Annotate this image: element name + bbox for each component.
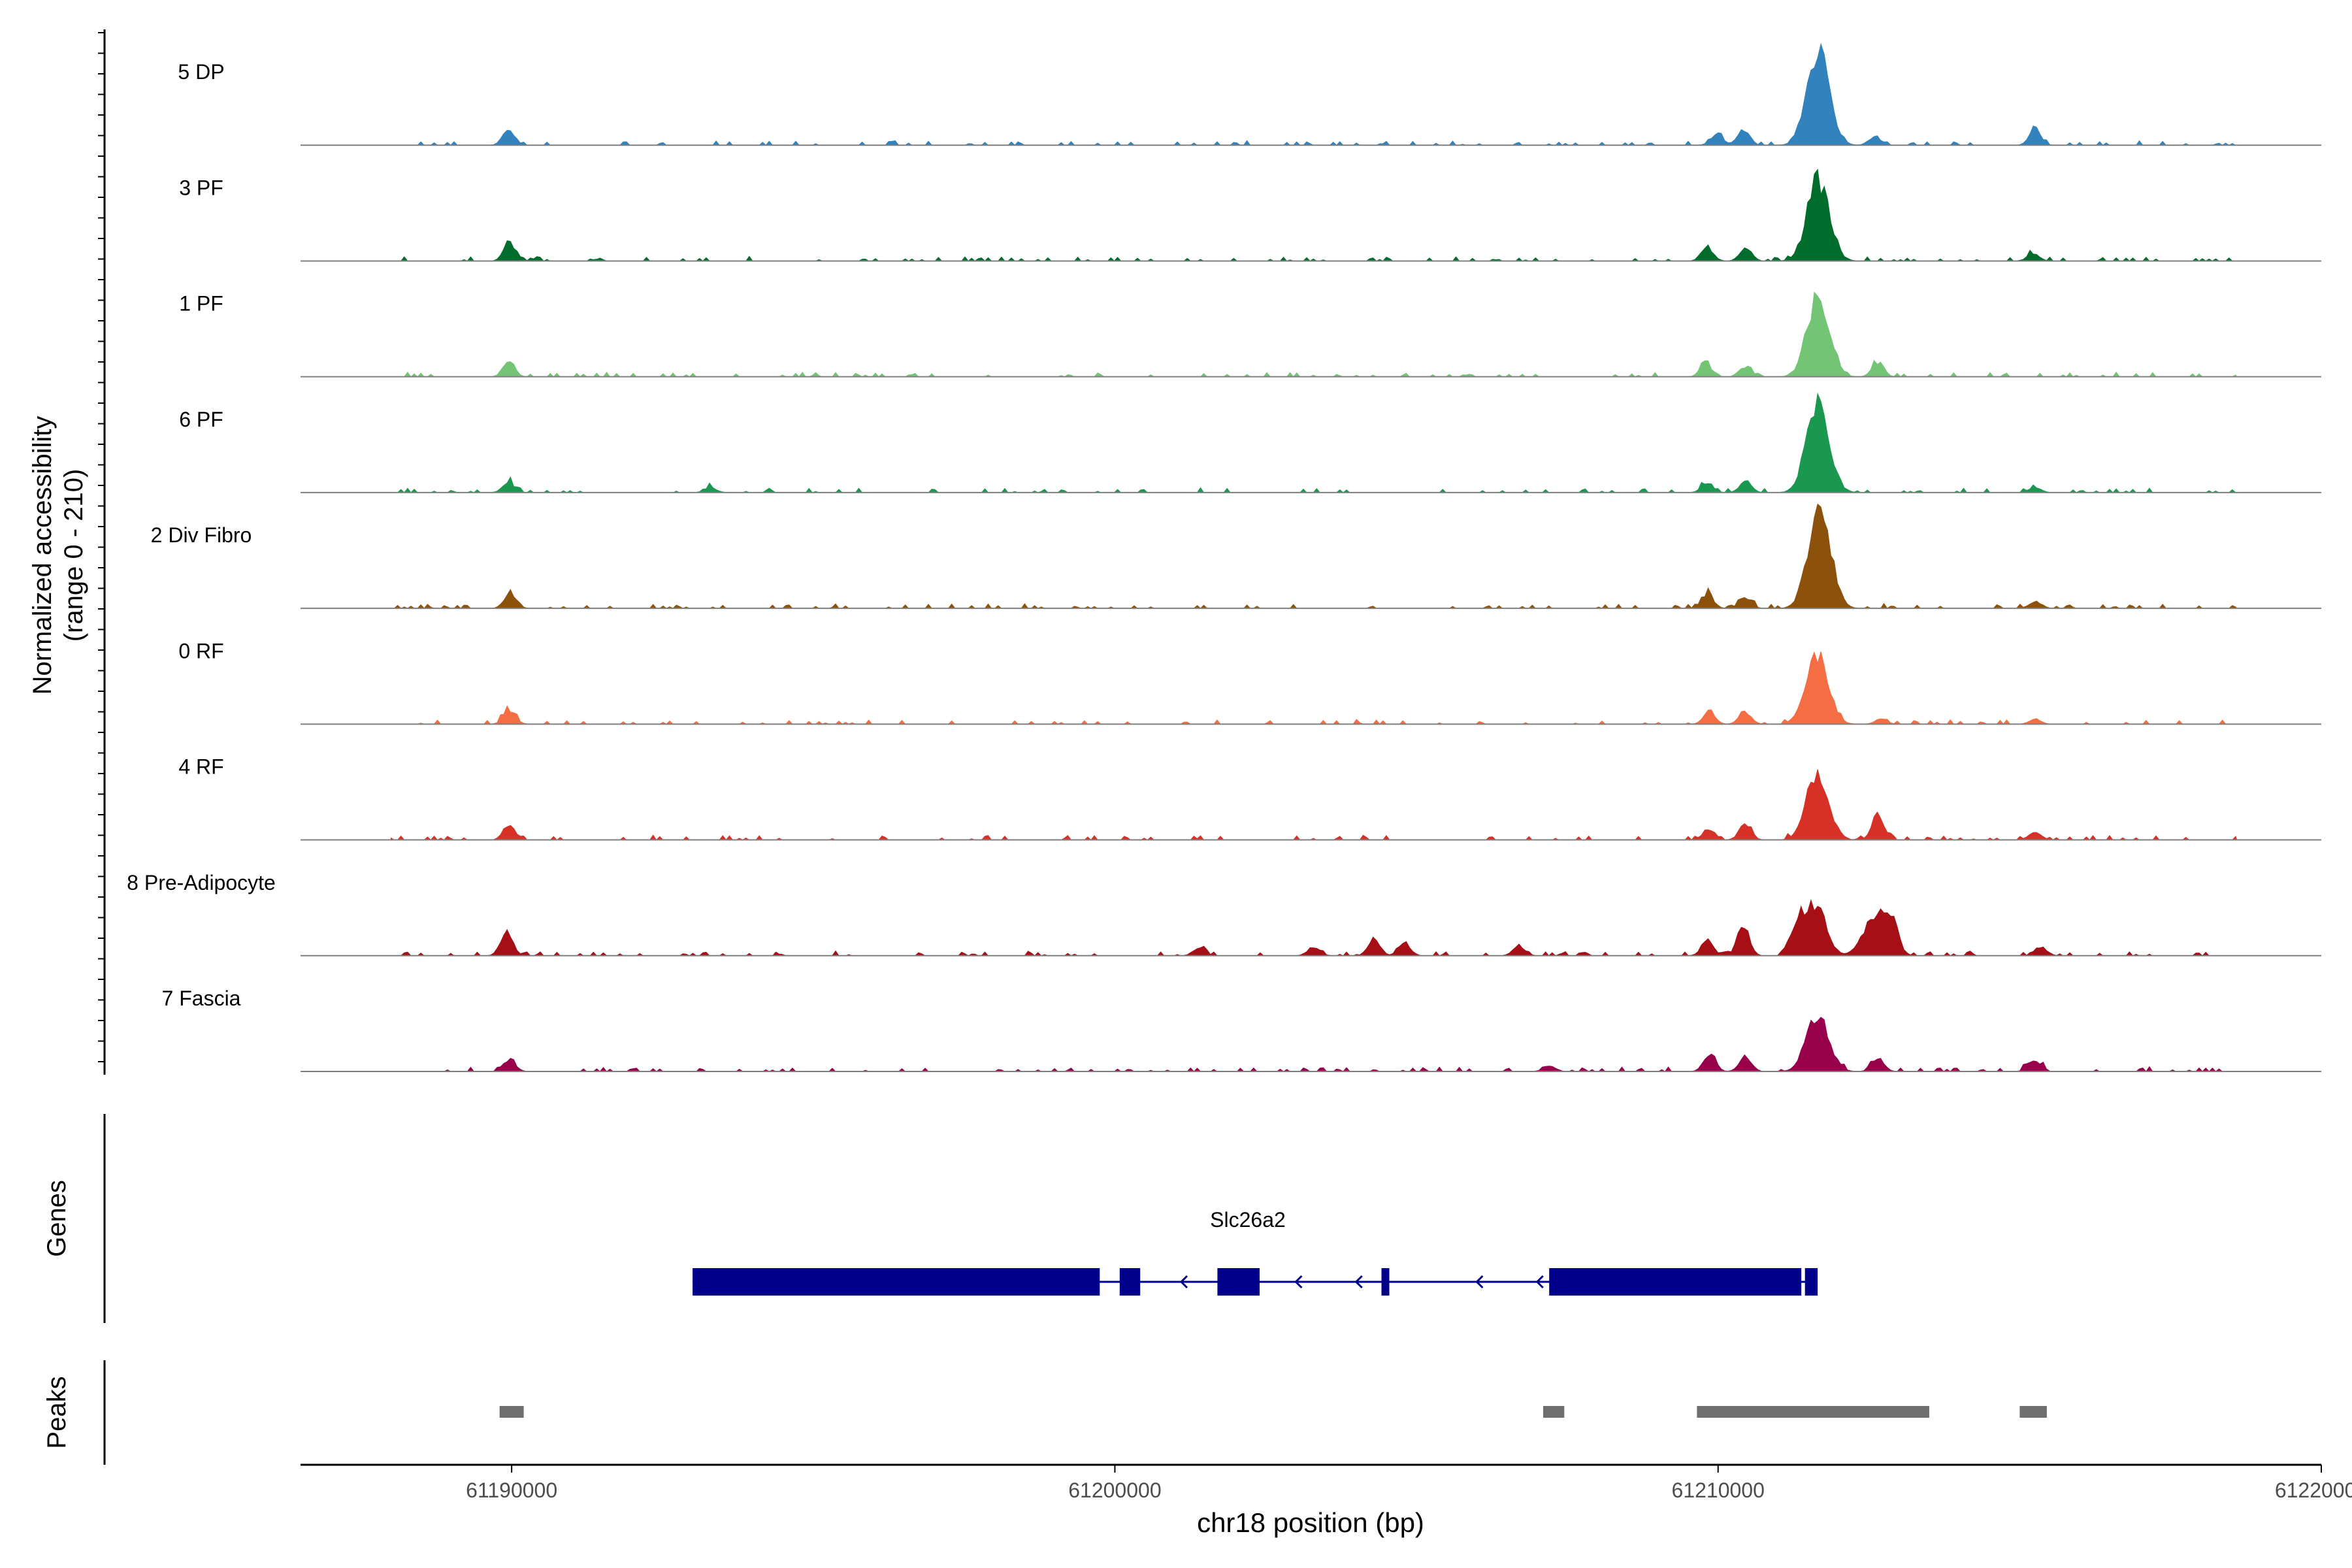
peak-region: [2019, 1406, 2047, 1418]
gene-exon: [1217, 1268, 1260, 1296]
x-tick-label: 61220000: [2275, 1478, 2352, 1502]
gene-exon: [1805, 1268, 1818, 1296]
x-tick-label: 61210000: [1672, 1478, 1765, 1502]
strand-arrow: [1475, 1275, 1484, 1289]
track-0-rf: 0 RF: [178, 639, 2321, 725]
track-1-pf: 1 PF: [179, 291, 2321, 378]
track-label: 1 PF: [179, 292, 223, 316]
gene-exon: [693, 1268, 1100, 1296]
track-label: 3 PF: [179, 176, 223, 199]
strand-arrow: [1354, 1275, 1363, 1289]
strand-arrow: [1294, 1275, 1303, 1289]
peaks: [499, 1406, 2047, 1418]
coverage-tracks: 5 DP 3 PF 1 PF 6 PF 2 Div Fibro 0 RF 4 RF 8 Pre…: [127, 42, 2321, 1072]
peak-region: [1543, 1406, 1565, 1418]
coverage-area: [391, 169, 2237, 262]
y-axis-label-line1: Normalized accessibility: [28, 416, 57, 695]
track-label: 8 Pre-Adipocyte: [127, 871, 276, 894]
peak-region: [1697, 1406, 1929, 1418]
track-7-fascia: 7 Fascia: [162, 987, 2321, 1072]
track-label: 6 PF: [179, 408, 223, 431]
gene-exon: [1549, 1268, 1802, 1296]
x-tick-label: 61190000: [466, 1478, 557, 1502]
track-label: 7 Fascia: [162, 987, 241, 1010]
gene-exon: [1119, 1268, 1141, 1296]
gene-label: Slc26a2: [1210, 1208, 1286, 1232]
coverage-area: [391, 1017, 2237, 1072]
track-3-pf: 3 PF: [179, 169, 2321, 262]
x-axis-ticks: 61190000 61200000 61210000 61220000: [466, 1465, 2352, 1502]
track-label: 4 RF: [178, 755, 223, 779]
coverage-area: [391, 769, 2238, 841]
track-label: 5 DP: [178, 60, 224, 84]
track-8-pre-adipocyte: 8 Pre-Adipocyte: [127, 871, 2321, 956]
coverage-area: [391, 503, 2238, 609]
y-axis-label-line2: (range 0 - 210): [59, 469, 88, 642]
coverage-area: [391, 291, 2238, 378]
track-label: 0 RF: [178, 639, 223, 662]
peaks-panel-label: Peaks: [42, 1376, 71, 1448]
track-4-rf: 4 RF: [178, 755, 2321, 841]
genes-panel-label: Genes: [42, 1180, 71, 1257]
coverage-area: [391, 651, 2237, 725]
coverage-y-ticks: [98, 32, 105, 1062]
strand-arrow: [1179, 1275, 1188, 1289]
strand-arrow: [1535, 1275, 1544, 1289]
coverage-area: [391, 42, 2237, 146]
x-tick-label: 61200000: [1068, 1478, 1161, 1502]
track-6-pf: 6 PF: [179, 392, 2321, 493]
gene-model: [693, 1268, 1818, 1296]
gene-exon: [1381, 1268, 1390, 1296]
track-label: 2 Div Fibro: [151, 523, 252, 547]
track-5-dp: 5 DP: [178, 42, 2321, 146]
coverage-area: [391, 392, 2237, 493]
peak-region: [499, 1406, 524, 1418]
coverage-area: [391, 898, 2237, 956]
track-2-div-fibro: 2 Div Fibro: [151, 503, 2321, 610]
x-axis-label: chr18 position (bp): [1197, 1507, 1424, 1538]
